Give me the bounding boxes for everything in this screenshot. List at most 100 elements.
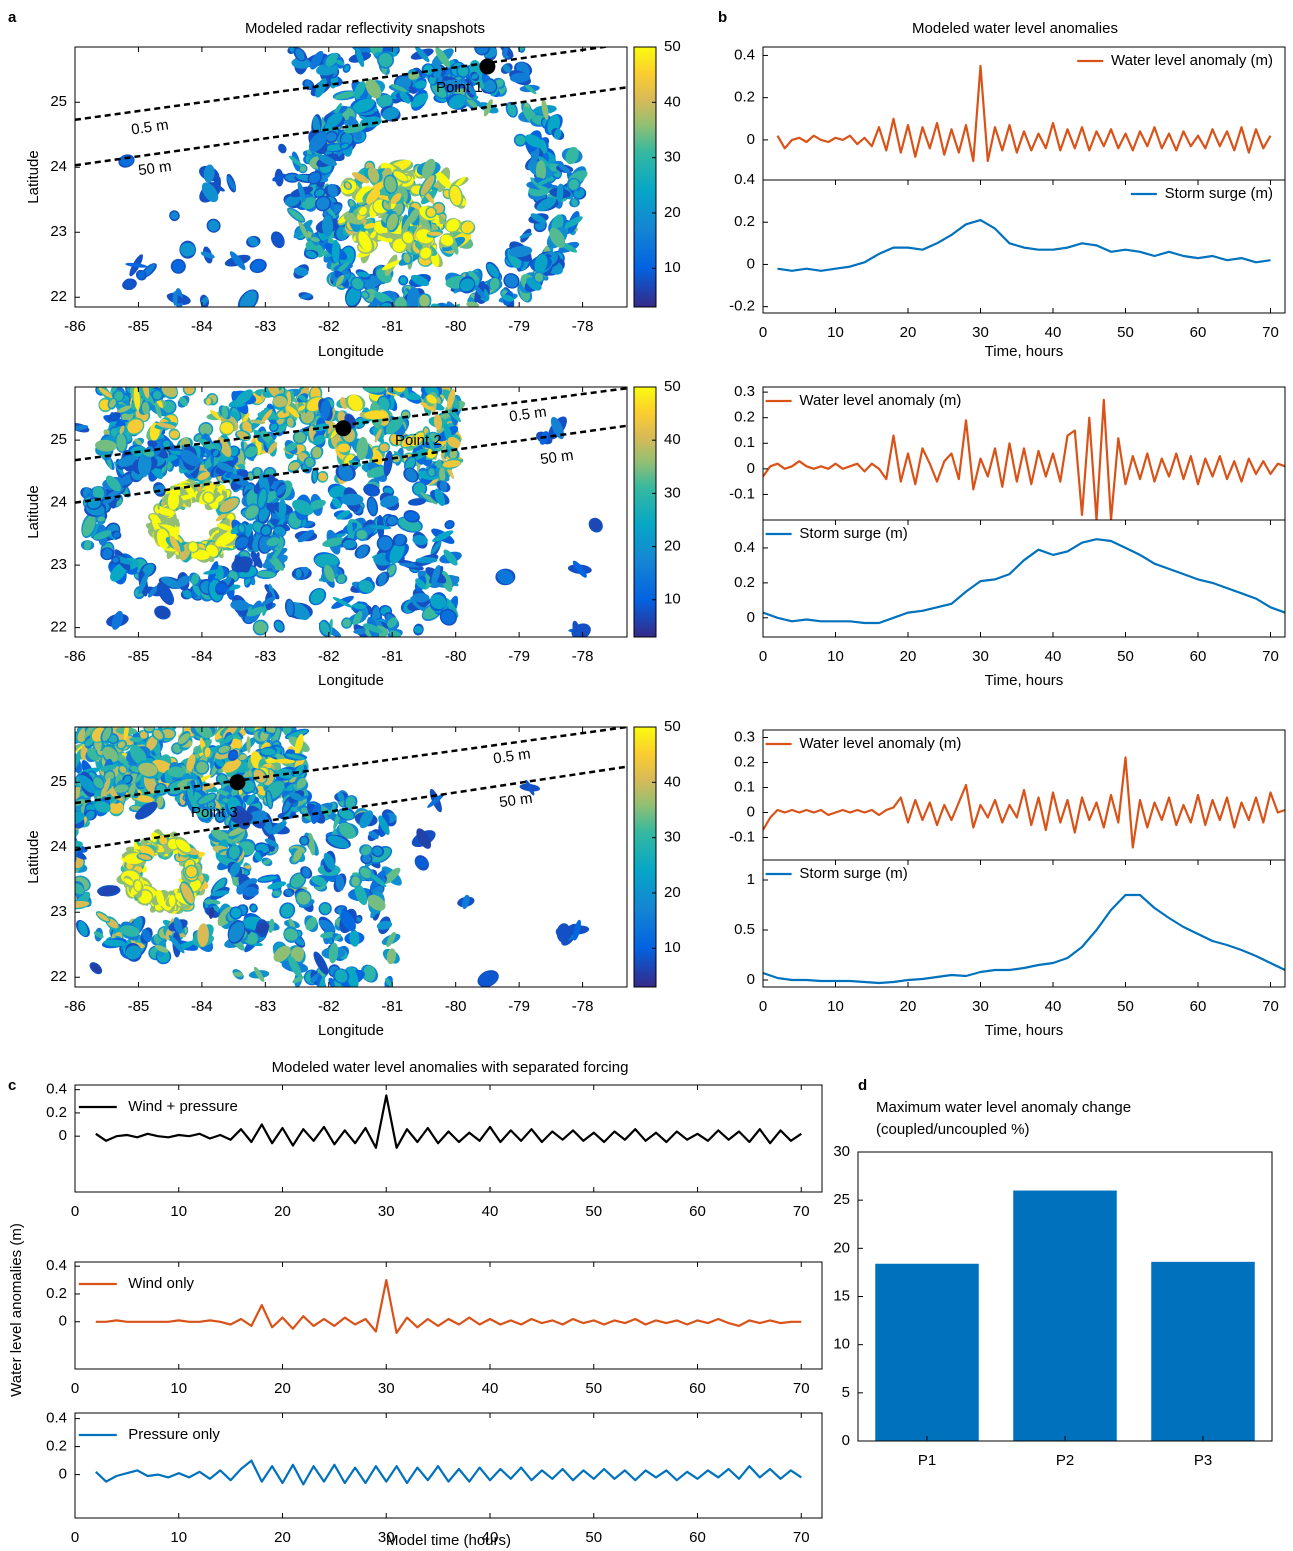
- x-tick-label: 10: [170, 1380, 187, 1397]
- x-tick-label: 60: [1190, 324, 1207, 341]
- x-tick-label: -86: [64, 318, 86, 335]
- point-marker: [229, 774, 245, 790]
- plot-area: [763, 895, 1285, 983]
- y-tick-label: 22: [50, 619, 67, 636]
- isobath-label: 0.5 m: [130, 116, 170, 138]
- x-tick-label: -84: [191, 318, 213, 335]
- reflectivity-cell: [54, 817, 73, 836]
- panel: Model time (hours)Pressure only010203040…: [46, 1410, 822, 1549]
- reflectivity-cell: [279, 902, 296, 920]
- x-tick-label: 0: [71, 1203, 79, 1220]
- y-tick-label: 10: [833, 1336, 850, 1353]
- reflectivity-cell: [416, 314, 427, 326]
- reflectivity-cell: [416, 557, 438, 564]
- y-tick-label: 25: [50, 431, 67, 448]
- x-axis-label: Time, hours: [985, 343, 1064, 360]
- isobath-label: 0.5 m: [508, 403, 548, 425]
- colorbar-tick-label: 40: [664, 773, 681, 790]
- x-tick-label: 10: [827, 648, 844, 665]
- y-tick-label: 23: [50, 903, 67, 920]
- x-tick-label: 70: [1262, 648, 1279, 665]
- x-tick-label: 20: [900, 648, 917, 665]
- x-tick-label: 20: [274, 1203, 291, 1220]
- series-line: [778, 66, 1271, 161]
- y-axis-label: Latitude: [25, 150, 42, 203]
- y-tick-label: 24: [50, 494, 67, 511]
- y-tick-label: 0.5: [734, 921, 755, 938]
- x-tick-label: -80: [445, 318, 467, 335]
- point-marker: [479, 59, 495, 75]
- y-tick-label: 22: [50, 968, 67, 985]
- x-tick-label: 40: [482, 1529, 499, 1546]
- y-tick-label: 23: [50, 556, 67, 573]
- y-tick-label: 1: [747, 871, 755, 888]
- y-tick-label: 5: [842, 1384, 850, 1401]
- chart-title: Modeled water level anomalies: [912, 20, 1118, 37]
- chart-title: Modeled radar reflectivity snapshots: [245, 20, 485, 37]
- reflectivity-cell: [443, 301, 462, 314]
- legend-label: Storm surge (m): [799, 865, 907, 882]
- reflectivity-cell: [54, 868, 68, 877]
- colorbar-tick-label: 20: [664, 204, 681, 221]
- x-tick-label: -85: [128, 998, 150, 1015]
- y-tick-label: 0.4: [46, 1257, 67, 1274]
- x-tick-label: 20: [274, 1380, 291, 1397]
- x-tick-label: 10: [827, 324, 844, 341]
- reflectivity-cell: [318, 902, 332, 916]
- y-tick-label: 24: [50, 158, 67, 175]
- x-tick-label: -83: [255, 648, 277, 665]
- x-tick-label: -84: [191, 648, 213, 665]
- colorbar-tick-label: 30: [664, 829, 681, 846]
- reflectivity-cell: [428, 232, 442, 236]
- plot-area: [763, 400, 1285, 520]
- x-tick-label: 60: [689, 1203, 706, 1220]
- panel: Time, hoursStorm surge (m)01020304050607…: [734, 860, 1285, 1039]
- x-tick-label: 50: [1117, 324, 1134, 341]
- x-tick-label: 30: [378, 1380, 395, 1397]
- colorbar-tick-label: 10: [664, 591, 681, 608]
- y-axis-label: Latitude: [25, 485, 42, 538]
- reflectivity-cell: [445, 300, 463, 320]
- x-tick-label: 30: [378, 1203, 395, 1220]
- chart-title: (coupled/uncoupled %): [876, 1121, 1029, 1138]
- y-tick-label: 0: [747, 460, 755, 477]
- y-tick-label: 25: [833, 1191, 850, 1208]
- x-tick-label: -81: [381, 648, 403, 665]
- series-line: [763, 895, 1285, 983]
- y-axis-label: Water level anomalies (m): [8, 1223, 25, 1397]
- reflectivity-cell: [55, 881, 75, 895]
- x-tick-label: 60: [1190, 648, 1207, 665]
- series-line: [763, 539, 1285, 623]
- panel-label: c: [8, 1077, 16, 1094]
- x-axis-label: Time, hours: [985, 1022, 1064, 1039]
- legend-label: Pressure only: [128, 1426, 220, 1443]
- y-tick-label: 0.4: [734, 539, 755, 556]
- legend-label: Water level anomaly (m): [799, 392, 961, 409]
- colorbar-tick-label: 50: [664, 38, 681, 55]
- y-tick-label: 0: [747, 803, 755, 820]
- y-tick-label: 25: [50, 773, 67, 790]
- y-tick-label: 0.2: [734, 213, 755, 230]
- x-tick-label: 50: [585, 1203, 602, 1220]
- colorbar-tick-label: 30: [664, 484, 681, 501]
- x-tick-label: -79: [508, 998, 530, 1015]
- colorbar-tick-label: 30: [664, 149, 681, 166]
- y-tick-label: 23: [50, 223, 67, 240]
- x-tick-label: 0: [71, 1380, 79, 1397]
- x-tick-label: 20: [274, 1529, 291, 1546]
- x-tick-label: 20: [900, 998, 917, 1015]
- y-tick-label: 25: [50, 93, 67, 110]
- reflectivity-cell: [58, 873, 77, 892]
- y-tick-label: 0.2: [734, 574, 755, 591]
- panel: Time, hoursStorm surge (m)01020304050607…: [734, 520, 1285, 689]
- plot-area: [96, 1461, 802, 1485]
- reflectivity-cell: [54, 881, 66, 898]
- panel: Water level anomalies (m)Wind only010203…: [8, 1223, 822, 1397]
- panel: Water level anomaly (m)-0.100.10.20.3: [729, 728, 1285, 860]
- legend-label: Storm surge (m): [799, 525, 907, 542]
- reflectivity-cell: [170, 430, 179, 438]
- x-tick-label: -79: [508, 648, 530, 665]
- x-tick-label: -85: [128, 648, 150, 665]
- reflectivity-cell: [48, 887, 61, 894]
- y-tick-label: 0.4: [734, 171, 755, 188]
